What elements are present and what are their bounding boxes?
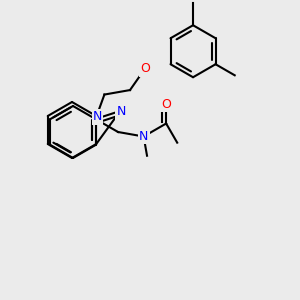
Text: N: N [139,130,148,143]
Text: N: N [93,110,102,124]
Text: O: O [161,98,171,110]
Text: N: N [117,106,126,118]
Text: O: O [140,62,150,75]
